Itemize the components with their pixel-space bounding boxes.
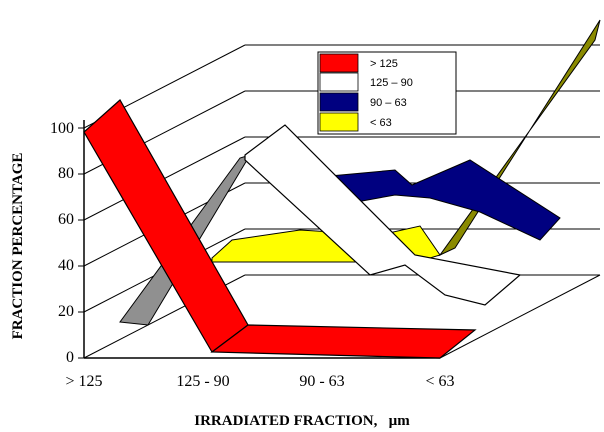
x-axis-title: IRRADIATED FRACTION, µm <box>194 413 410 429</box>
legend-entry: > 125 <box>319 53 398 73</box>
x-tick-label: > 125 <box>65 373 102 390</box>
legend-label: 125 – 90 <box>370 77 413 89</box>
ribbon-gt125-floor <box>210 324 477 359</box>
y-tick-label: 40 <box>58 257 74 274</box>
x-tick-label: 90 - 63 <box>299 373 344 390</box>
legend-swatch <box>319 112 359 132</box>
legend-swatch <box>319 92 359 112</box>
ribbon-gt125-top <box>83 99 249 353</box>
legend-label: < 63 <box>370 117 392 129</box>
legend-entry: 125 – 90 <box>319 72 413 92</box>
y-tick-label: 0 <box>66 349 74 366</box>
ribbons <box>83 19 601 359</box>
grid <box>83 44 601 359</box>
floor-edge <box>439 274 601 359</box>
y-tick-label: 60 <box>58 211 74 228</box>
legend-label: > 125 <box>370 58 398 70</box>
ribbon-125-90 <box>244 124 522 306</box>
legend-entry: < 63 <box>319 112 392 132</box>
legend-label: 90 – 63 <box>370 97 407 109</box>
legend-swatch <box>319 72 359 92</box>
ribbon-lt63-tail <box>438 19 601 257</box>
ribbon-90-63 <box>298 159 561 241</box>
legend-swatch <box>319 53 359 73</box>
legend-entry: 90 – 63 <box>319 92 407 112</box>
y-tick-label: 100 <box>50 120 74 137</box>
y-axis-title: FRACTION PERCENTAGE <box>10 153 26 340</box>
x-tick-label: 125 - 90 <box>176 373 229 390</box>
y-tick-label: 80 <box>58 165 74 182</box>
y-ticks: 100 80 60 40 20 0 <box>50 120 84 366</box>
x-ticks: > 125 125 - 90 90 - 63 < 63 <box>65 373 454 390</box>
x-tick-label: < 63 <box>425 373 454 390</box>
legend: > 125 125 – 90 90 – 63 < 63 <box>317 51 457 135</box>
y-tick-label: 20 <box>58 303 74 320</box>
